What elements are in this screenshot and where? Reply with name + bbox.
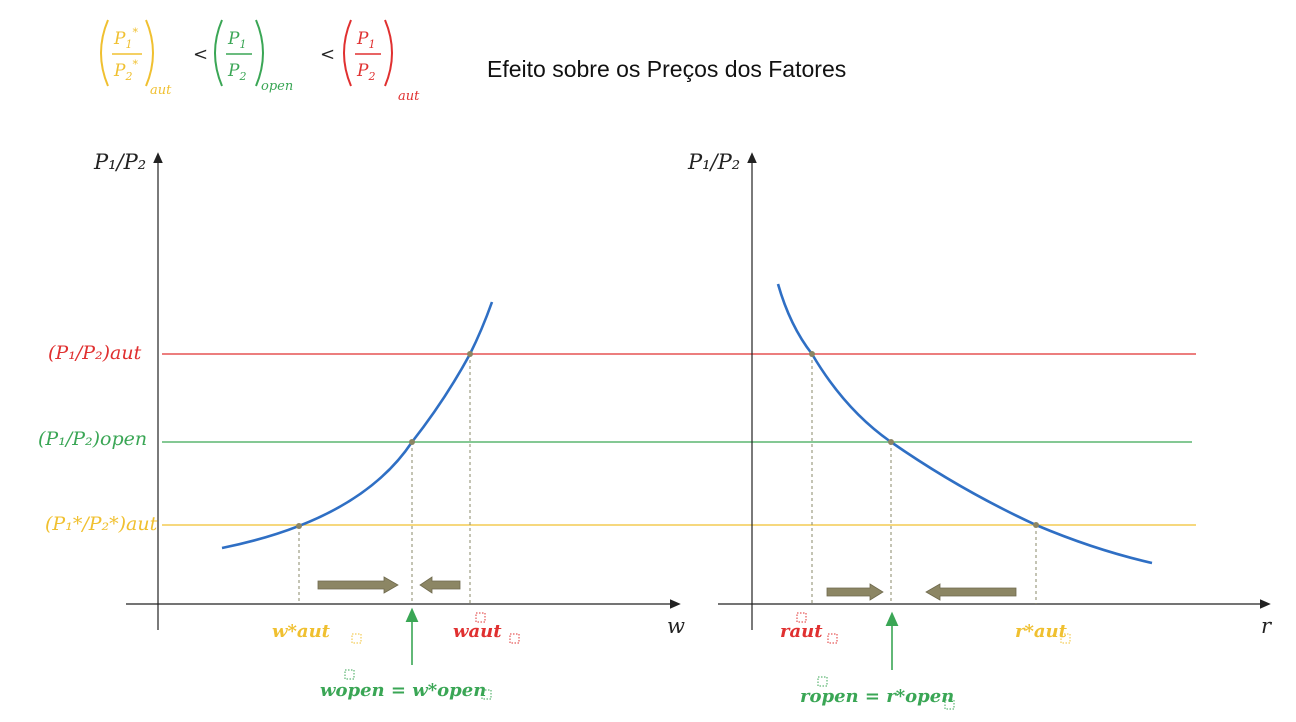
box-r-star-aut: [1060, 633, 1071, 644]
svg-text:aut: aut: [150, 83, 172, 98]
left-wage-curve: [221, 301, 494, 550]
box-w-star-aut: [351, 633, 362, 644]
box-r-open-top: [817, 676, 828, 687]
svg-text:<: <: [320, 44, 335, 65]
svg-text:P1: P1: [356, 29, 375, 51]
box-w-aut-top: [475, 612, 486, 623]
right-x-axis-label: r: [1261, 614, 1272, 638]
box-r-open-star-sub: [944, 699, 955, 710]
point-w-open: [409, 439, 415, 445]
box-r-aut-sub: [827, 633, 838, 644]
label-w-star-aut: w*aut: [272, 621, 330, 642]
svg-text:P2: P2: [227, 61, 246, 83]
label-home-autarky-price: (P₁/P₂)aut: [48, 342, 142, 364]
label-open-price: (P₁/P₂)open: [38, 428, 148, 450]
label-r-aut: raut: [780, 621, 823, 642]
label-w-open-equality: wopen = w*open: [320, 680, 487, 701]
right-y-axis-label: P₁/P₂: [688, 150, 741, 174]
svg-text:open: open: [261, 79, 293, 94]
arrow-w-home-left: [419, 576, 461, 594]
svg-text:P1*: P1*: [113, 26, 138, 51]
slide-title: Efeito sobre os Preços dos Fatores: [487, 56, 847, 82]
arrow-w-star-right: [317, 576, 399, 594]
home-autarky-ratio: P1 P2 aut: [343, 19, 420, 103]
arrow-r-star-left: [925, 583, 1017, 601]
arrow-r-home-right: [826, 583, 884, 601]
box-w-aut-sub: [509, 633, 520, 644]
label-foreign-autarky-price: (P₁*/P₂*)aut: [45, 513, 158, 535]
box-r-aut-top: [796, 612, 807, 623]
left-x-axis-label: w: [667, 614, 685, 638]
svg-text:P1: P1: [227, 29, 246, 51]
price-inequality: P1* P2* aut < P1 P2 open < P1 P2 aut: [100, 19, 420, 103]
svg-text:P2: P2: [356, 61, 375, 83]
open-ratio: P1 P2 open: [214, 19, 293, 94]
point-r-aut: [809, 351, 815, 357]
point-w-star-aut: [296, 523, 302, 529]
svg-text:P2*: P2*: [113, 58, 138, 83]
point-r-open: [888, 439, 894, 445]
right-rent-curve: [776, 283, 1153, 565]
box-w-open-star-sub: [481, 689, 492, 700]
point-w-aut: [467, 351, 473, 357]
svg-text:aut: aut: [398, 89, 420, 103]
label-w-aut: waut: [453, 621, 502, 642]
foreign-autarky-ratio: P1* P2* aut: [100, 19, 172, 98]
box-w-open-top: [344, 669, 355, 680]
label-r-open-equality: ropen = r*open: [800, 686, 955, 707]
label-r-star-aut: r*aut: [1015, 621, 1067, 642]
svg-text:<: <: [193, 44, 208, 65]
left-y-axis-label: P₁/P₂: [94, 150, 147, 174]
point-r-star-aut: [1033, 522, 1039, 528]
